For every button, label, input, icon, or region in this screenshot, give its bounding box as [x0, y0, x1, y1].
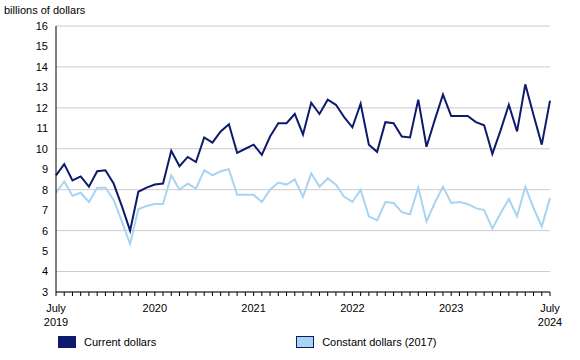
svg-text:July: July [540, 302, 560, 314]
svg-text:11: 11 [37, 122, 48, 134]
svg-text:12: 12 [36, 102, 48, 114]
svg-text:8: 8 [42, 184, 48, 196]
svg-text:13: 13 [36, 81, 48, 93]
svg-text:3: 3 [42, 286, 48, 298]
svg-text:2022: 2022 [340, 302, 364, 314]
html-text:billions of dollars: billions of dollars [4, 4, 86, 16]
svg-text:2023: 2023 [439, 302, 463, 314]
svg-text:9: 9 [42, 163, 48, 175]
svg-text:4: 4 [42, 265, 48, 277]
svg-text:July: July [46, 302, 66, 314]
svg-text:15: 15 [36, 40, 48, 52]
svg-text:16: 16 [36, 20, 48, 32]
svg-text:5: 5 [42, 245, 48, 257]
svg-text:2024: 2024 [538, 316, 562, 328]
svg-text:2019: 2019 [44, 316, 68, 328]
svg-text:2020: 2020 [143, 302, 167, 314]
html-text:Current dollars: Current dollars [84, 336, 157, 348]
svg-text:10: 10 [36, 143, 48, 155]
svg-text:14: 14 [36, 61, 48, 73]
svg-text:6: 6 [42, 225, 48, 237]
svg-text:2021: 2021 [241, 302, 265, 314]
html-text:Constant dollars (2017): Constant dollars (2017) [322, 336, 437, 348]
svg-text:7: 7 [42, 204, 48, 216]
